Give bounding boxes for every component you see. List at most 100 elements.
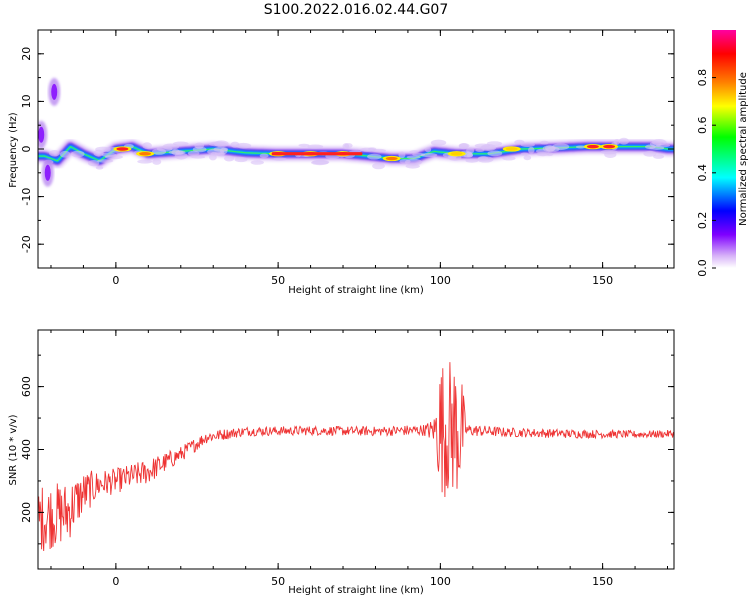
spectrogram-hotspot <box>385 156 398 161</box>
spectrogram-speckle <box>465 158 479 163</box>
colorbar-tick-label: 0.8 <box>696 69 709 87</box>
spectrogram-speckle <box>409 150 420 154</box>
snr-frame <box>37 329 675 570</box>
spectrogram-hotspot <box>116 147 129 151</box>
colorbar-tick-label: 0.2 <box>696 212 709 230</box>
spectrogram-speckle <box>342 143 350 150</box>
snr-y-tick-label: 400 <box>20 439 33 460</box>
spectrogram-speckle <box>187 150 200 156</box>
spectrogram-speckle <box>618 137 630 145</box>
spectrogram-speckle <box>448 156 457 160</box>
spectrogram-speckle <box>87 160 100 167</box>
snr-x-tick-label: 150 <box>592 575 613 588</box>
snr-line <box>38 362 674 552</box>
colorbar-label: Normalized spectral amplitude <box>738 72 749 226</box>
spectrogram-x-label: Height of straight line (km) <box>288 285 424 296</box>
spectrogram-hotspot <box>586 144 599 149</box>
spectrogram-speckle <box>600 149 618 155</box>
snr-x-label: Height of straight line (km) <box>288 585 424 596</box>
spectrogram-speckle <box>223 155 235 162</box>
spectrogram-speckle <box>219 147 228 155</box>
spectrogram-speckle <box>272 157 287 161</box>
colorbar-tick-label: 0.6 <box>696 116 709 134</box>
spectrogram-speckle <box>643 150 657 157</box>
spectrogram-speckle <box>368 147 377 151</box>
spectrogram-speckle <box>209 154 217 161</box>
spectrogram-speckle <box>424 147 432 153</box>
spectrogram-x-tick-label: 50 <box>271 274 285 287</box>
snr-y-tick-label: 600 <box>20 376 33 397</box>
snr-ticks: 0 50 100 150 200 400 600 <box>20 330 674 588</box>
spectrogram-speckle <box>234 156 248 163</box>
spectrogram-y-tick-label: 20 <box>20 47 33 61</box>
spectrogram-blob-core <box>38 126 45 143</box>
spectrogram-speckle <box>656 143 671 148</box>
spectrogram-speckle <box>59 150 71 158</box>
spectrogram-blob-core <box>51 83 58 100</box>
spectrogram-x-tick-label: 100 <box>430 274 451 287</box>
spectrogram-speckle <box>486 141 503 147</box>
spectrogram-speckle <box>466 153 474 158</box>
spectrogram-speckle <box>367 153 382 160</box>
spectrogram-speckle <box>575 145 586 149</box>
spectrogram-speckle <box>156 145 173 152</box>
snr-line-layer <box>38 362 674 552</box>
colorbar-tick-label: 0.0 <box>696 259 709 277</box>
spectrogram-speckle <box>487 150 503 157</box>
spectrogram-hotspot <box>450 152 463 156</box>
snr-panel: 0 50 100 150 200 400 600 Height of straight li… <box>8 329 675 596</box>
spectrogram-speckle <box>137 159 153 164</box>
colorbar: 0.0 0.2 0.4 0.6 0.8 Normalized spectral ampl… <box>696 30 749 277</box>
spectrogram-speckle <box>475 148 485 153</box>
spectrogram-speckle <box>95 166 104 170</box>
spectrogram-speckle <box>645 144 656 150</box>
spectrogram-speckle <box>430 139 447 146</box>
spectrogram-speckle <box>514 139 525 145</box>
spectrogram-y-tick-label: -20 <box>20 235 33 253</box>
spectrogram-speckle <box>458 143 470 149</box>
spectrogram-speckle <box>48 150 60 157</box>
spectrogram-speckle <box>539 140 549 145</box>
spectrogram-speckle <box>172 141 189 146</box>
colorbar-tick-label: 0.4 <box>696 164 709 182</box>
spectrogram-speckle <box>653 154 665 159</box>
spectrogram-blob-core <box>44 164 51 181</box>
spectrogram-x-tick-label: 150 <box>592 274 613 287</box>
spectrogram-speckle <box>474 143 490 148</box>
spectrogram-speckle <box>95 146 111 152</box>
spectrogram-speckle <box>546 152 554 157</box>
spectrogram-speckle <box>528 146 535 154</box>
spectrogram-speckle <box>259 153 269 158</box>
spectrogram-speckle <box>71 150 85 158</box>
spectrogram-speckle <box>152 158 162 165</box>
spectrogram-y-label: Frequency (Hz) <box>8 112 19 188</box>
spectrogram-speckle <box>613 139 621 145</box>
spectrogram-speckle <box>477 156 494 163</box>
spectrogram-speckle <box>235 142 252 149</box>
snr-x-tick-label: 100 <box>430 575 451 588</box>
spectrogram-speckle <box>105 154 123 160</box>
spectrogram-speckle <box>250 160 264 165</box>
spectrogram-y-tick-label: 10 <box>20 94 33 108</box>
spectrogram-speckle <box>311 160 329 166</box>
spectrogram-speckle <box>502 156 516 161</box>
spectrogram-speckle <box>406 155 421 159</box>
spectrogram-speckle <box>142 142 152 150</box>
spectrogram-y-tick-label: -10 <box>20 188 33 206</box>
spectrogram-speckle <box>307 144 324 149</box>
spectrogram-speckle <box>412 152 425 157</box>
snr-x-tick-label: 0 <box>112 575 119 588</box>
spectrogram-speckle <box>523 155 532 161</box>
spectrogram-hotspot <box>139 152 152 156</box>
spectrogram-speckle <box>372 162 385 170</box>
spectrogram-peak-band <box>271 152 363 156</box>
spectrogram-speckle <box>194 142 205 149</box>
snr-x-tick-label: 50 <box>271 575 285 588</box>
colorbar-ticks: 0.0 0.2 0.4 0.6 0.8 <box>696 69 716 277</box>
figure-title: S100.2022.016.02.44.G07 <box>264 2 449 18</box>
spectrogram-hotspot <box>603 144 616 149</box>
spectrogram-speckle <box>520 152 529 156</box>
spectrogram-speckle <box>213 140 229 148</box>
spectrogram-speckle <box>398 151 406 159</box>
